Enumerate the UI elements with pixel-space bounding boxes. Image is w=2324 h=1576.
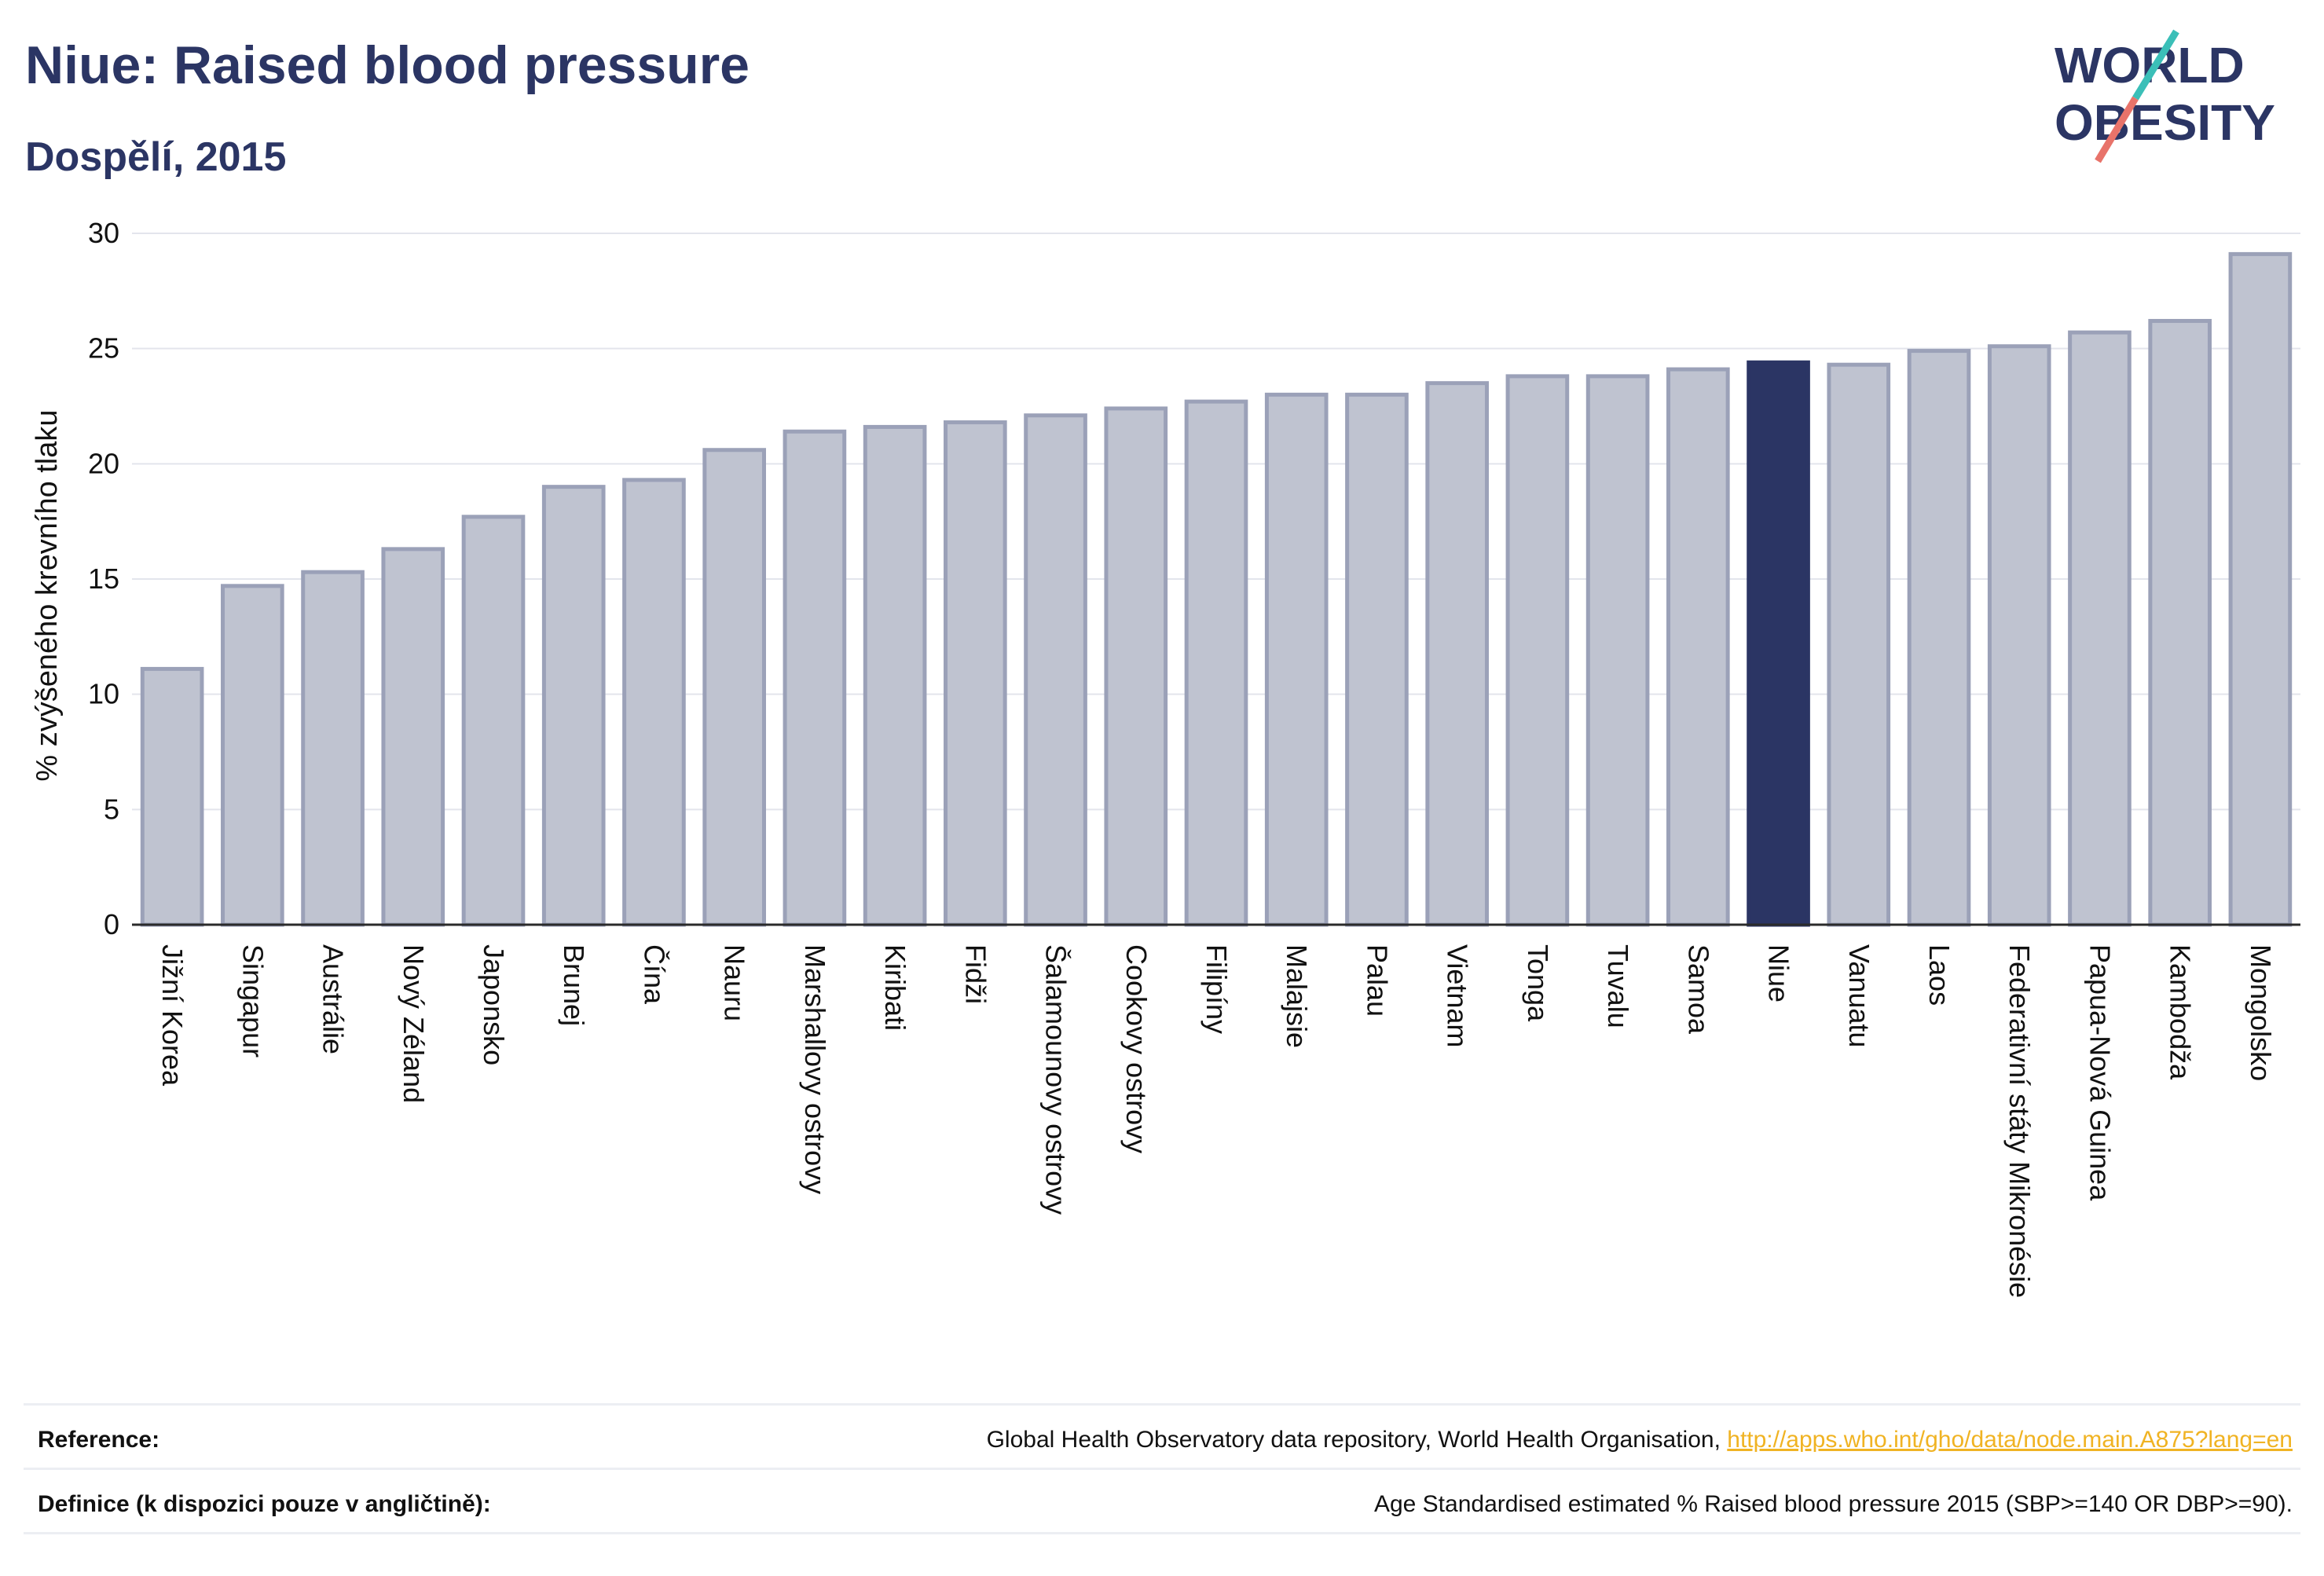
y-tick-label: 30 [88,217,119,249]
bar [1425,381,1489,927]
definition-label: Definice (k dispozici pouze v angličtině… [38,1491,491,1517]
bar [1345,392,1409,927]
y-tick-label: 10 [88,678,119,710]
logo-line2: OBESITY [2055,94,2275,151]
logo-line1: WORLD [2055,37,2245,93]
bar [622,478,686,927]
y-tick-label: 5 [104,793,119,825]
x-tick-label: Palau [1361,944,1393,1017]
x-tick-label: Tuvalu [1602,944,1634,1028]
x-tick-label: Nový Zéland [398,944,430,1103]
bar [1827,362,1891,927]
chart-subtitle: Dospělí, 2015 [25,134,287,180]
bar-chart: 0 5 10 15 20 25 30 Jižní Korea Singapur Austrálie… [31,217,2300,1298]
x-tick-label: Japonsko [478,944,510,1065]
bar [461,515,526,927]
bar [1104,406,1168,927]
x-tick-label: Singapur [236,944,269,1057]
bar [541,485,606,927]
world-obesity-logo: WORLD OBESITY [2055,29,2275,163]
x-tick-label: Samoa [1682,944,1714,1035]
definition-text: Age Standardised estimated % Raised bloo… [1373,1491,2293,1517]
x-tick-label: Papua-Nová Guinea [2084,944,2116,1201]
logo-slash-teal [2132,29,2179,101]
bar [381,547,445,927]
bars [140,251,2293,927]
y-tick-label: 15 [88,563,119,595]
x-tick-label: Tonga [1522,944,1554,1022]
x-tick-label: Mongolsko [2245,944,2277,1081]
chart-title: Niue: Raised blood pressure [25,35,750,95]
bar [1505,374,1570,927]
bar [1184,399,1248,927]
footer-divider-bottom [24,1532,2300,1534]
x-tick-label: Austrálie [317,944,350,1054]
reference-link[interactable]: http://apps.who.int/gho/data/node.main.A… [1727,1427,2293,1453]
bar [2068,330,2132,927]
bar [1987,344,2051,927]
bar [1666,367,1730,927]
bar [702,448,766,927]
y-tick-label: 25 [88,332,119,365]
bar [301,570,365,927]
reference-label: Reference: [38,1427,160,1453]
x-tick-label: Cookovy ostrovy [1120,944,1153,1153]
logo-slash-red [2095,96,2139,163]
y-tick-label: 0 [104,908,119,940]
axes: 0 5 10 15 20 25 30 Jižní Korea Singapur Austrálie… [88,217,2300,1298]
bar [2148,318,2212,927]
x-tick-label: Fidži [959,944,992,1004]
reference-source: Global Health Observatory data repositor… [986,1427,1728,1453]
x-tick-label: Vanuatu [1843,944,1875,1047]
bar [1907,349,1971,927]
x-tick-label: Kambodža [2165,944,2197,1080]
x-tick-label: Filipíny [1200,944,1233,1034]
bar [944,420,1007,927]
bar [221,584,284,927]
reference-text: Global Health Observatory data repositor… [987,1427,2293,1453]
x-tick-label: Vietnam [1442,944,1474,1047]
x-tick-label: Nauru [719,944,751,1021]
bar [1264,392,1329,927]
x-tick-label: Kiribati [879,944,911,1031]
x-tick-label: Niue [1763,944,1795,1002]
bar [863,424,927,927]
bar [2228,251,2293,927]
bar [783,429,847,927]
x-tick-label: Federativní státy Mikronésie [2003,944,2036,1298]
x-tick-label: Malajsie [1281,944,1313,1048]
x-tick-label: Marshallovy ostrovy [799,944,831,1194]
y-axis-label: % zvýšeného krevního tlaku [31,409,64,781]
bar [1024,413,1087,927]
x-tick-label: Šalamounovy ostrovy [1040,944,1072,1215]
footer-divider-top [24,1403,2300,1406]
x-tick-label: Laos [1923,944,1956,1006]
y-tick-label: 20 [88,447,119,479]
bar [1585,374,1650,927]
x-tick-label: Jižní Korea [156,944,189,1087]
bar-highlighted [1747,360,1810,927]
footer-divider-middle [24,1468,2300,1470]
x-tick-label: Čína [638,944,670,1005]
bar [140,666,204,927]
x-tick-label: Brunej [558,944,590,1026]
